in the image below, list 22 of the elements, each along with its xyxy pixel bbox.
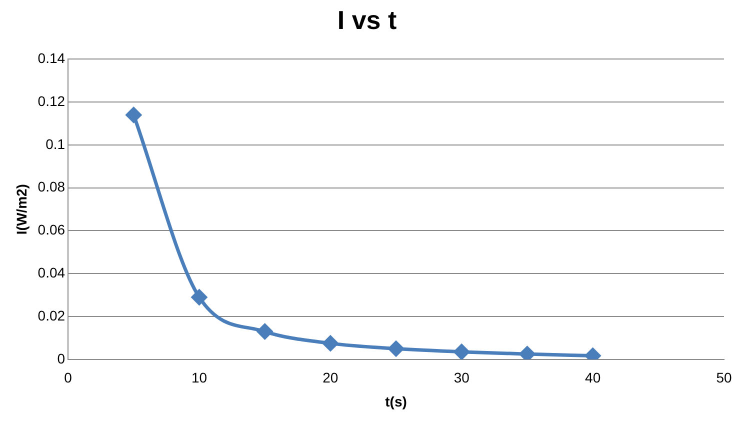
y-tick-label: 0.14 [38, 50, 66, 66]
x-tick-label: 40 [585, 370, 601, 386]
y-tick-label: 0.04 [38, 264, 66, 280]
point [322, 336, 338, 352]
y-tick-label: 0.08 [38, 178, 66, 195]
chart-title: I vs t [337, 4, 397, 35]
y-tick-label: 0 [57, 350, 66, 366]
y-tick-label: 0.1 [46, 136, 66, 152]
y-tick-label: 0.12 [38, 92, 66, 109]
point [191, 289, 207, 305]
y-tick-label: 0.02 [38, 307, 66, 324]
x-tick-label: 50 [716, 370, 732, 386]
x-tick-label: 20 [322, 370, 338, 386]
y-tick-label: 0.06 [38, 222, 66, 238]
point [126, 107, 142, 123]
point [454, 344, 470, 360]
x-tick-label: 10 [191, 370, 208, 386]
x-tick-label: 30 [454, 370, 470, 386]
point [257, 324, 273, 340]
y-axis-title: I(W/m2) [13, 184, 30, 235]
point [388, 340, 404, 356]
x-axis-title: t(s) [385, 393, 407, 410]
